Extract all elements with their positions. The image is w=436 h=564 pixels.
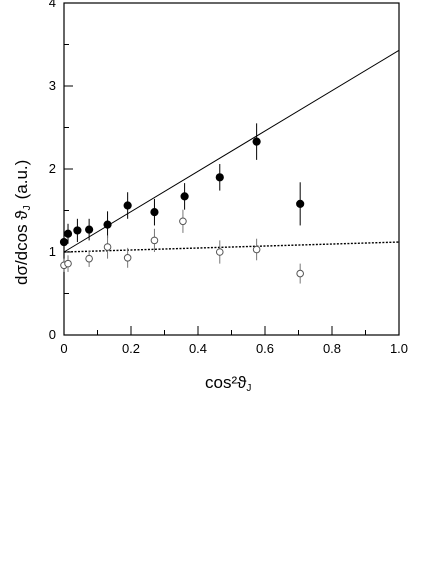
- dotted-fit-line: [63, 241, 400, 253]
- filled-data-point: [150, 208, 159, 217]
- open-data-point: [215, 248, 224, 256]
- filled-data-point: [215, 173, 224, 182]
- y-tick-label: 1: [49, 244, 56, 259]
- filled-data-point: [73, 226, 82, 235]
- filled-data-point: [59, 237, 69, 247]
- open-data-point: [85, 254, 93, 263]
- fit-lines: [63, 49, 400, 253]
- y-tick-label: 3: [49, 78, 56, 93]
- open-data-point: [179, 217, 187, 226]
- plot-frame: [63, 2, 400, 336]
- open-data-point: [150, 236, 159, 245]
- data-points: [59, 123, 305, 284]
- filled-data-point: [296, 199, 305, 208]
- filled-data-point: [103, 220, 112, 229]
- open-data-point: [252, 245, 261, 254]
- open-data-point: [64, 259, 72, 268]
- x-tick-label: 0: [60, 341, 67, 356]
- y-tick-label: 2: [49, 161, 56, 176]
- filled-data-point: [123, 201, 132, 210]
- x-tick-label: 1.0: [390, 341, 408, 356]
- filled-data-point: [252, 137, 261, 146]
- axis-ticks: 0 0.2 0.4 0.6 0.8 1.0 0 1 2 3 4: [49, 0, 408, 356]
- filled-data-point: [85, 225, 94, 234]
- filled-data-point: [180, 192, 189, 201]
- open-data-point: [123, 254, 132, 262]
- x-tick-label: 0.8: [323, 341, 341, 356]
- y-tick-label: 0: [49, 327, 56, 342]
- x-tick-label: 0.4: [189, 341, 207, 356]
- y-tick-label: 4: [49, 0, 56, 10]
- open-data-point: [296, 269, 304, 278]
- filled-data-point: [63, 229, 73, 238]
- y-axis-title: dσ/dcos ϑJ(a.u.): [12, 160, 33, 285]
- open-data-point: [103, 243, 112, 251]
- solid-fit-line: [63, 49, 400, 253]
- x-axis-title: cos²ϑJ: [205, 373, 251, 394]
- x-tick-label: 0.6: [256, 341, 274, 356]
- x-tick-label: 0.2: [122, 341, 140, 356]
